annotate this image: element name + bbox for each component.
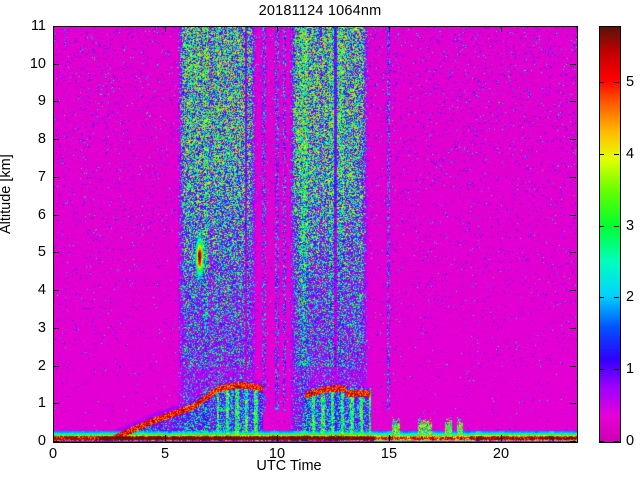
colorbar-tick-right	[614, 82, 619, 83]
colorbar-tick-label: 2	[626, 289, 635, 306]
x-tick-mark-top	[500, 26, 502, 32]
x-tick-mark-top	[276, 26, 278, 32]
x-tick-label: 0	[48, 446, 58, 462]
x-tick-label: 15	[380, 446, 398, 462]
y-tick-label: 8	[37, 131, 46, 148]
colorbar	[599, 26, 621, 443]
y-tick-mark	[53, 252, 59, 254]
page-title: 20181124 1064nm	[258, 3, 382, 19]
y-tick-mark	[53, 441, 59, 442]
backscatter-heatmap	[54, 27, 577, 442]
y-tick-label: 1	[37, 395, 46, 412]
colorbar-tick-right	[614, 441, 619, 442]
y-tick-mark-right	[570, 290, 576, 292]
colorbar-tick-label: 5	[626, 74, 635, 90]
y-tick-mark	[53, 327, 59, 329]
x-tick-mark	[164, 435, 166, 441]
colorbar-tick-label: 4	[626, 145, 635, 162]
colorbar-tick-left	[599, 225, 604, 227]
x-axis-title: UTC Time	[256, 458, 322, 474]
y-tick-mark	[53, 63, 59, 65]
colorbar-tick-left	[599, 369, 604, 371]
y-tick-mark	[53, 139, 59, 141]
x-tick-label: 10	[268, 446, 286, 462]
colorbar-tick-label: 3	[626, 217, 635, 234]
x-tick-mark	[276, 435, 278, 441]
colorbar-tick-right	[614, 369, 619, 371]
y-tick-mark-right	[570, 139, 576, 141]
y-tick-mark-right	[570, 176, 576, 178]
y-tick-mark-right	[570, 403, 576, 405]
x-tick-mark-top	[388, 26, 390, 32]
colorbar-tick-left	[599, 153, 604, 155]
y-tick-label: 7	[37, 168, 46, 185]
y-tick-label: 2	[37, 357, 46, 374]
heatmap-plot-area	[53, 26, 578, 443]
colorbar-tick-left	[599, 441, 604, 442]
y-tick-mark-right	[570, 365, 576, 367]
y-axis-title: Altitude [km]	[0, 154, 14, 234]
colorbar-tick-right	[614, 153, 619, 155]
y-tick-mark	[53, 101, 59, 103]
y-tick-mark	[53, 365, 59, 367]
y-tick-mark-right	[570, 214, 576, 216]
colorbar-tick-label: 0	[626, 433, 635, 449]
y-tick-mark	[53, 176, 59, 178]
colorbar-tick-right	[614, 225, 619, 227]
y-tick-label: 4	[37, 282, 46, 299]
y-tick-mark-right	[570, 441, 576, 442]
colorbar-gradient	[600, 27, 620, 442]
y-tick-mark-right	[570, 252, 576, 254]
x-tick-mark	[53, 435, 54, 441]
x-tick-label: 20	[492, 446, 510, 462]
colorbar-tick-label: 1	[626, 361, 635, 378]
y-tick-label: 11	[30, 18, 46, 34]
x-tick-mark-top	[53, 26, 54, 32]
y-tick-mark	[53, 214, 59, 216]
y-tick-mark	[53, 26, 59, 27]
colorbar-tick-left	[599, 297, 604, 299]
x-tick-label: 5	[160, 446, 170, 462]
y-tick-label: 0	[37, 433, 46, 449]
y-tick-mark	[53, 290, 59, 292]
y-tick-mark-right	[570, 327, 576, 329]
y-tick-mark-right	[570, 63, 576, 65]
y-tick-mark-right	[570, 101, 576, 103]
y-tick-mark	[53, 403, 59, 405]
colorbar-tick-left	[599, 82, 604, 83]
colorbar-tick-right	[614, 297, 619, 299]
y-tick-label: 6	[37, 206, 46, 223]
y-tick-mark-right	[570, 26, 576, 27]
y-tick-label: 3	[37, 319, 46, 336]
x-tick-mark	[388, 435, 390, 441]
x-tick-mark-top	[164, 26, 166, 32]
y-tick-label: 5	[37, 244, 46, 261]
y-tick-label: 10	[29, 55, 46, 72]
y-tick-label: 9	[37, 93, 46, 110]
x-tick-mark	[500, 435, 502, 441]
